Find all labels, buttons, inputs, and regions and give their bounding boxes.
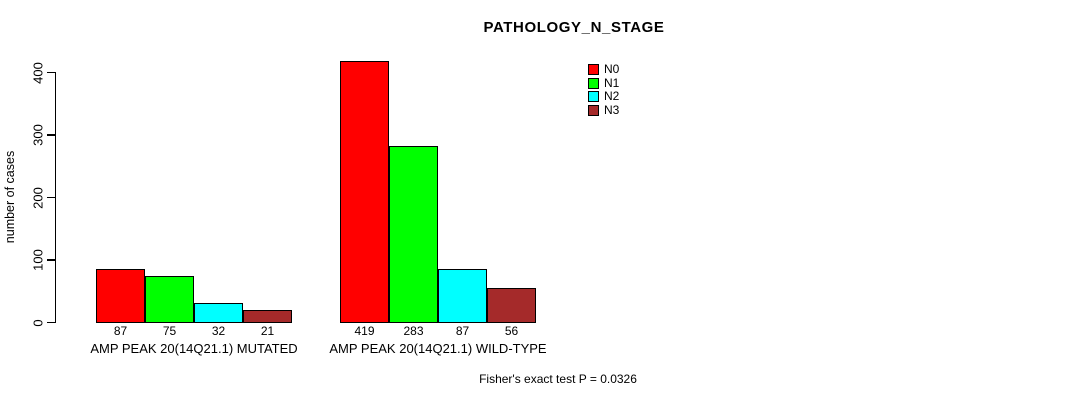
- legend-swatch-icon: [588, 77, 599, 89]
- group-label: AMP PEAK 20(14Q21.1) MUTATED: [90, 341, 298, 356]
- y-tick-label: 100: [30, 249, 46, 271]
- legend-item-n2: N2: [588, 89, 620, 104]
- bar-value-label: 283: [403, 324, 424, 338]
- y-tick-label: 300: [30, 124, 46, 146]
- y-tick-mark: [47, 71, 55, 74]
- legend-swatch-icon: [588, 91, 599, 103]
- legend-item-n0: N0: [588, 62, 620, 76]
- bar-n3: [243, 309, 292, 323]
- bar-value-label: 87: [113, 324, 128, 338]
- bar-n1: [145, 275, 194, 323]
- bar-n0: [96, 268, 145, 323]
- y-tick-mark: [47, 134, 55, 136]
- legend: N0 N1 N2 N3: [588, 62, 620, 117]
- bar-n2: [438, 268, 487, 323]
- legend-label: N1: [604, 75, 620, 90]
- bar-n1: [389, 145, 438, 323]
- legend-swatch-icon: [588, 104, 599, 116]
- group-label: AMP PEAK 20(14Q21.1) WILD-TYPE: [329, 341, 547, 356]
- legend-item-n3: N3: [588, 102, 620, 117]
- y-tick-label: 400: [30, 61, 46, 84]
- bar-value-label: 419: [354, 324, 375, 338]
- bar-value-label: 21: [260, 324, 275, 338]
- bar-value-label: 75: [162, 324, 177, 338]
- legend-swatch-icon: [588, 64, 599, 75]
- y-axis-line: [55, 72, 57, 323]
- bar-n0: [340, 60, 389, 323]
- legend-item-n1: N1: [588, 75, 620, 90]
- bar-value-label: 56: [504, 324, 519, 338]
- legend-label: N2: [604, 89, 620, 104]
- bar-value-label: 32: [211, 324, 226, 338]
- y-tick-label: 200: [30, 186, 46, 209]
- legend-label: N3: [604, 102, 620, 117]
- y-tick-mark: [47, 259, 55, 261]
- legend-label: N0: [604, 62, 620, 76]
- annotation-text: Fisher's exact test P = 0.0326: [479, 372, 637, 386]
- bar-value-label: 87: [455, 324, 470, 338]
- chart-title: PATHOLOGY_N_STAGE: [483, 19, 665, 36]
- y-axis-label: number of cases: [3, 150, 17, 244]
- bar-n2: [194, 302, 243, 323]
- y-tick-mark: [47, 321, 55, 324]
- bar-n3: [487, 287, 536, 323]
- y-tick-label: 0: [30, 318, 46, 327]
- y-tick-mark: [47, 196, 55, 199]
